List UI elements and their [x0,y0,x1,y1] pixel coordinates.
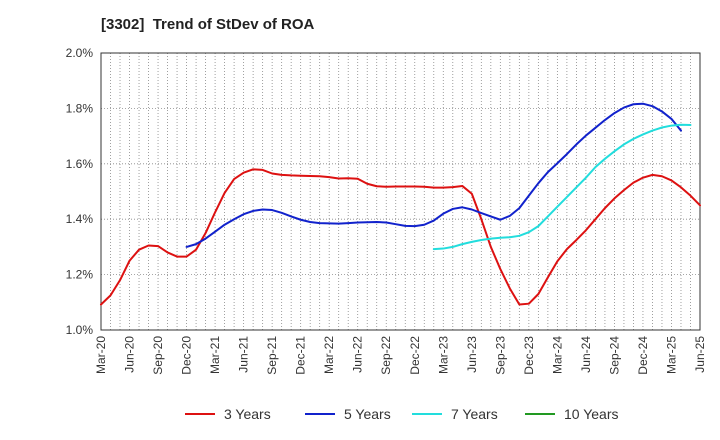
chart-title: [3302] Trend of StDev of ROA [101,16,315,33]
series-line-7-years [432,123,692,251]
x-tick-label: Jun-25 [693,336,707,373]
series-lines [100,102,701,306]
legend-label: 7 Years [451,406,498,422]
x-tick-label: Mar-20 [94,336,108,374]
y-tick-label: 2.0% [66,46,94,60]
x-axis-ticks: Mar-20 Jun-20 Sep-20 Dec-20 Mar-21 Jun-21 Sep-… [94,336,707,375]
x-tick-label: Jun-22 [351,336,365,373]
legend: 3 Years 5 Years 7 Years 10 Years [185,406,619,422]
x-tick-label: Mar-21 [208,336,222,374]
legend-item: 3 Years [185,406,271,422]
y-tick-label: 1.4% [66,212,94,226]
legend-item: 10 Years [525,406,619,422]
x-tick-label: Jun-23 [465,336,479,373]
x-tick-label: Sep-20 [151,336,165,375]
legend-label: 3 Years [224,406,271,422]
legend-item: 5 Years [305,406,391,422]
series-line-5-years [185,102,682,248]
y-tick-label: 1.2% [66,268,94,282]
x-tick-label: Jun-20 [123,336,137,373]
x-tick-label: Mar-23 [436,336,450,374]
x-tick-label: Sep-23 [493,336,507,375]
plot-area [100,52,701,331]
x-tick-label: Mar-22 [322,336,336,374]
x-tick-label: Dec-20 [180,336,194,375]
x-tick-label: Dec-23 [522,336,536,375]
x-tick-label: Sep-21 [265,336,279,375]
y-tick-label: 1.8% [66,101,94,115]
x-tick-label: Sep-22 [379,336,393,375]
x-tick-label: Mar-25 [664,336,678,374]
legend-item: 7 Years [412,406,498,422]
grid [101,53,700,330]
plot-border [100,52,701,331]
y-axis-ticks: 1.0% 1.2% 1.4% 1.6% 1.8% 2.0% [66,46,94,337]
x-tick-label: Dec-21 [294,336,308,375]
x-tick-label: Dec-22 [408,336,422,375]
series-line-3-years [100,168,701,306]
legend-label: 5 Years [344,406,391,422]
y-tick-label: 1.0% [66,323,94,337]
x-tick-label: Jun-21 [237,336,251,373]
x-tick-label: Jun-24 [579,336,593,373]
x-tick-label: Mar-24 [550,336,564,374]
y-tick-label: 1.6% [66,157,94,171]
x-tick-label: Dec-24 [636,336,650,375]
x-tick-label: Sep-24 [607,336,621,375]
legend-label: 10 Years [564,406,619,422]
